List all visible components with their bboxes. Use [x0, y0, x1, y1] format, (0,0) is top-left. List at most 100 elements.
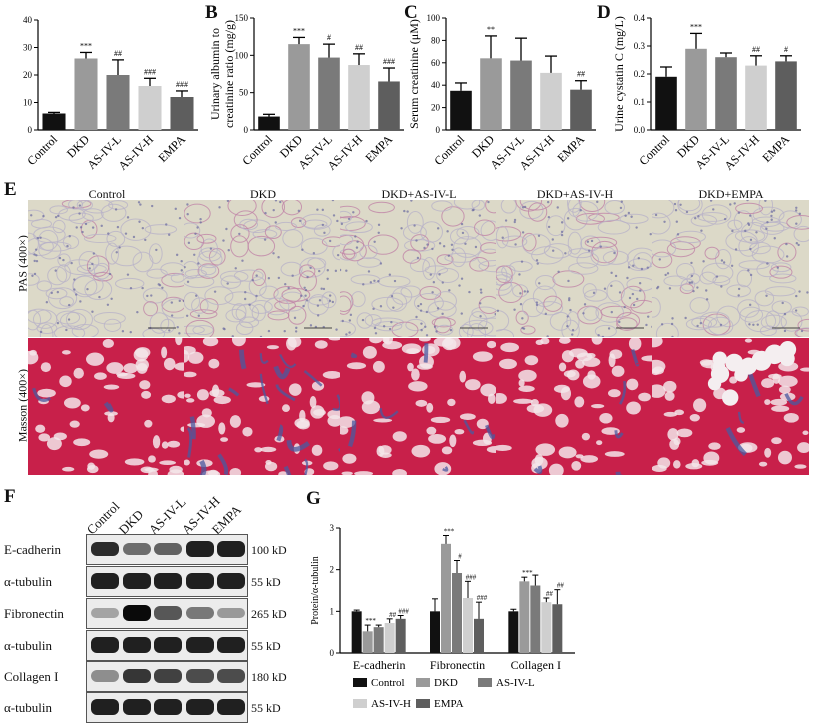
y-tick-label: 0.2	[634, 69, 645, 79]
blot-band	[154, 637, 182, 653]
blot-protein-label: Collagen I	[4, 669, 59, 684]
histology-col-control: Control	[88, 187, 126, 201]
category-label: EMPA	[362, 132, 395, 165]
blot-size-label: 55 kD	[251, 701, 281, 715]
bar	[318, 57, 340, 130]
y-tick-label: 3	[330, 523, 335, 533]
blot-band	[217, 541, 245, 557]
significance-label: ##	[752, 45, 760, 54]
significance-label: ***	[365, 617, 376, 625]
category-label: Control	[24, 132, 60, 168]
significance-label: ***	[522, 569, 533, 577]
significance-label: ##	[577, 70, 585, 79]
pas-image	[340, 200, 497, 337]
chart-d-cystatin: 0.0 0.1 0.2 0.3 0.4 Urine cystatin C (mg/L) Co…	[612, 13, 801, 173]
bar	[258, 116, 280, 130]
bar	[441, 543, 451, 653]
category-label: AS-IV-H	[115, 132, 156, 173]
category-label: Control	[636, 132, 672, 168]
y-axis-label: Urine cystatin C (mg/L)	[612, 16, 626, 132]
bar	[106, 75, 130, 130]
panel-label-g: G	[306, 488, 321, 509]
bar	[450, 90, 472, 130]
blot-size-label: 180 kD	[251, 670, 287, 684]
significance-label: ##	[557, 582, 565, 590]
significance-label: ##	[546, 590, 554, 598]
significance-label: ###	[477, 594, 488, 602]
bar	[745, 65, 767, 130]
y-tick-label: 0	[436, 125, 441, 135]
blot-band	[91, 541, 119, 557]
blot-band	[154, 606, 182, 620]
category-label: EMPA	[155, 132, 188, 165]
bar	[530, 585, 541, 653]
blot-band	[217, 637, 245, 653]
significance-label: ***	[80, 41, 92, 50]
bar	[384, 623, 395, 653]
legend-label: AS-IV-H	[371, 698, 411, 710]
blot-strip	[86, 534, 248, 565]
bar	[351, 611, 362, 653]
blot-band	[122, 605, 151, 621]
blot-band	[217, 699, 245, 715]
y-tick-label: 0.4	[634, 13, 646, 23]
blot-band	[91, 573, 119, 589]
blot-band	[185, 699, 214, 715]
bar	[452, 573, 462, 653]
bar	[474, 618, 484, 653]
masson-image	[652, 338, 809, 475]
blot-protein-label: E-cadherin	[4, 542, 62, 557]
y-axis-label: Protein/α-tubulin	[310, 556, 321, 625]
panel-label-c: C	[404, 2, 418, 23]
y-tick-label: 10	[23, 98, 33, 108]
blot-strip	[86, 630, 248, 661]
blot-band	[122, 699, 151, 715]
panel-label-e: E	[4, 179, 17, 200]
legend-swatch	[353, 678, 367, 687]
histology-col-empa: DKD+EMPA	[698, 187, 764, 201]
blot-protein-label: α-tubulin	[4, 638, 52, 653]
bar	[685, 48, 707, 130]
blot-size-label: 265 kD	[251, 607, 287, 621]
blot-strip	[86, 692, 248, 723]
blot-band	[91, 607, 119, 619]
y-tick-label: 0.3	[634, 41, 646, 51]
blot-band	[185, 573, 214, 589]
pas-image	[652, 200, 809, 337]
bar	[378, 81, 400, 130]
blot-protein-label: Fibronectin	[4, 606, 64, 621]
bar	[348, 65, 370, 130]
blot-band	[185, 637, 214, 653]
bar	[430, 611, 440, 653]
significance-label: ###	[466, 573, 477, 581]
blot-band	[122, 542, 151, 556]
bar	[519, 581, 530, 653]
y-tick-label: 50	[239, 88, 249, 98]
y-tick-label: 30	[23, 43, 33, 53]
blot-band	[217, 669, 245, 683]
blot-protein-label: α-tubulin	[4, 574, 52, 589]
significance-label: ##	[355, 43, 363, 52]
bar	[395, 618, 406, 653]
y-tick-label: 60	[431, 58, 441, 68]
y-axis-label: Urinary albumin tocreatinine ratio (mg/g…	[208, 20, 236, 128]
bar	[42, 113, 66, 130]
y-tick-label: 0	[244, 125, 249, 135]
panel-label-b: B	[205, 2, 218, 23]
significance-label: #	[458, 553, 462, 561]
blot-band	[91, 699, 119, 715]
bar	[541, 602, 552, 653]
blot-strip	[86, 661, 248, 692]
bar	[655, 76, 677, 130]
category-label: Fibronectin	[430, 658, 485, 672]
y-tick-label: 100	[235, 50, 249, 60]
significance-label: #	[327, 33, 331, 42]
significance-label: ###	[144, 67, 156, 76]
chart-c-serum-creatinine: 0 20 40 60 80 100 Serum creatinine (μM) Control…	[407, 13, 596, 173]
masson-image	[28, 338, 185, 475]
category-label: Collagen I	[511, 658, 561, 672]
bar	[510, 60, 532, 131]
masson-image	[184, 338, 341, 475]
blot-size-label: 55 kD	[251, 575, 281, 589]
